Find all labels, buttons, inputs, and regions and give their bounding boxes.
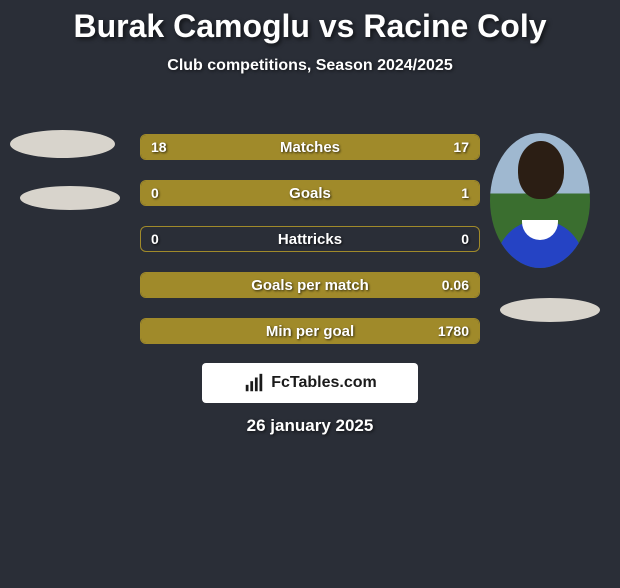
- stats-bars: 18Matches170Goals10Hattricks0Goals per m…: [140, 134, 480, 364]
- bar-value-right: 0: [461, 227, 469, 251]
- chart-icon: [243, 372, 265, 394]
- stat-bar: 0Goals1: [140, 180, 480, 206]
- bar-label: Goals per match: [141, 273, 479, 297]
- bar-value-right: 0.06: [442, 273, 469, 297]
- bar-value-right: 17: [453, 135, 469, 159]
- logo-text: FcTables.com: [271, 374, 377, 392]
- stat-bar: Min per goal1780: [140, 318, 480, 344]
- bar-label: Hattricks: [141, 227, 479, 251]
- player-right-avatar: [490, 133, 590, 268]
- placeholder-shape: [20, 186, 120, 210]
- bar-label: Goals: [141, 181, 479, 205]
- placeholder-shape: [10, 130, 115, 158]
- bar-value-right: 1: [461, 181, 469, 205]
- stat-bar: 0Hattricks0: [140, 226, 480, 252]
- stat-bar: 18Matches17: [140, 134, 480, 160]
- placeholder-shape: [500, 298, 600, 322]
- page-subtitle: Club competitions, Season 2024/2025: [0, 57, 620, 75]
- page-title: Burak Camoglu vs Racine Coly: [0, 8, 620, 45]
- bar-value-right: 1780: [438, 319, 469, 343]
- stat-bar: Goals per match0.06: [140, 272, 480, 298]
- bar-label: Min per goal: [141, 319, 479, 343]
- bar-label: Matches: [141, 135, 479, 159]
- date-text: 26 january 2025: [0, 416, 620, 436]
- fctables-logo: FcTables.com: [202, 363, 418, 403]
